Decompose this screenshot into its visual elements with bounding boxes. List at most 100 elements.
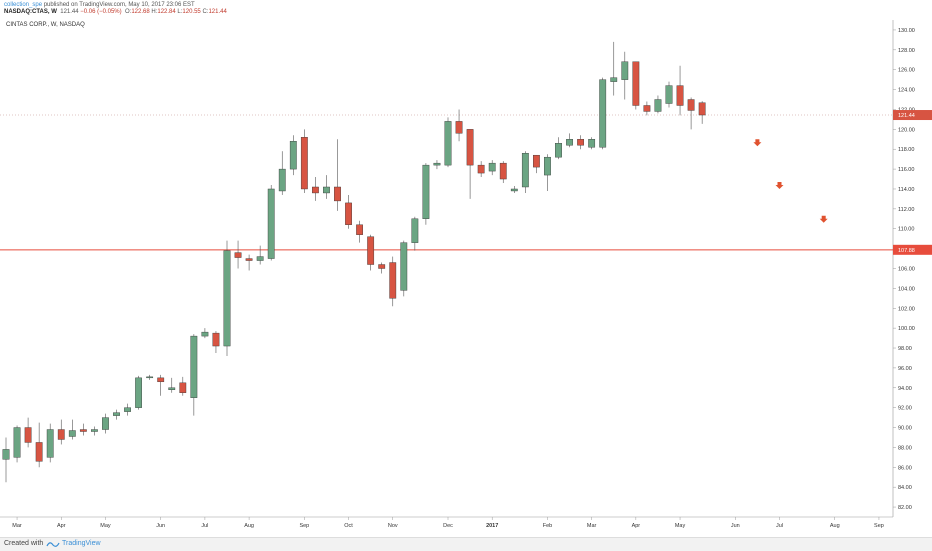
author-link[interactable]: collection_spe [4,2,43,8]
x-tick-label: Jun [731,523,740,529]
candle-body [234,252,242,258]
candle-body [79,429,87,432]
candle-body [323,186,330,194]
candle-body [632,61,640,106]
x-tick-label: Jul [201,523,208,529]
low-value: 120.55 [182,9,201,15]
candle-body [477,164,485,174]
candle-body [400,242,408,291]
x-tick-label: Apr [632,523,641,529]
y-tick-label: 106.00 [898,267,915,273]
candle-body [367,236,375,265]
y-tick-label: 102.00 [898,306,915,312]
close-value: 121.44 [208,9,227,15]
support-price-label: 107.88 [898,248,915,254]
candle-body [698,102,706,116]
x-tick-label: Feb [543,523,552,529]
candle-body [289,141,297,170]
y-tick-label: 94.00 [898,386,912,392]
candle-body [577,139,585,146]
x-tick-label: 2017 [486,523,498,529]
last-price-badge [893,110,932,121]
y-tick-label: 90.00 [898,426,912,432]
candle-body [345,202,352,225]
y-tick-label: 88.00 [898,445,912,451]
y-tick-label: 96.00 [898,366,912,372]
close-label: C: [202,9,209,15]
candle-body [267,188,275,259]
y-tick-label: 92.00 [898,406,912,412]
y-tick-label: 104.00 [898,286,915,292]
candle-body [676,85,684,106]
candle-body [24,427,32,443]
candle-body [455,121,463,134]
chart-title: CINTAS CORP., W, NASDAQ [6,22,85,28]
x-tick-label: Mar [587,523,597,529]
chart-header: collection_spe published on TradingView.… [0,0,932,20]
open-label: O: [124,9,132,15]
candle-body [510,188,518,192]
tradingview-brand-link[interactable]: TradingView [62,540,101,547]
y-tick-label: 118.00 [898,147,914,153]
x-tick-label: Sep [299,523,309,529]
candle-body [566,139,573,146]
publish-info: collection_spe published on TradingView.… [4,2,195,8]
symbol-name: NASDAQ:CTAS, W [4,9,57,15]
candle-body [256,256,264,261]
symbol-line: NASDAQ:CTAS, W 121.44 −0.06 (−0.05%) O:1… [4,9,227,15]
candle-body [68,430,76,437]
down-arrow-icon [819,215,828,223]
support-price-badge [893,244,932,255]
candle-body [13,427,21,458]
y-tick-label: 82.00 [898,505,912,511]
candlestick-chart[interactable]: 82.00 84.00 86.00 88.00 90.00 92.00 94.00 96.00… [0,20,932,537]
candle-body [444,121,452,166]
candle-body [433,162,441,166]
candle-body [113,412,120,416]
candle-body [300,137,308,190]
y-tick-label: 120.00 [898,127,915,133]
x-tick-label: Aug [244,523,254,529]
high-value: 122.84 [157,9,176,15]
candle-body [544,156,551,176]
x-tick-label: Oct [344,523,353,529]
x-tick-label: Jul [776,523,783,529]
candle-body [621,61,629,80]
candle-body [245,258,253,261]
candle-body [533,154,540,168]
candle-body [157,377,165,383]
candle-body [378,264,386,269]
open-value: 122.68 [131,9,150,15]
y-tick-label: 114.00 [898,187,914,193]
candle-body [146,376,154,379]
x-tick-label: May [100,523,111,529]
down-arrow-icon [753,139,762,147]
x-tick-label: Aug [830,523,840,529]
created-with-text: Created with [4,540,44,547]
last-price: 121.44 [60,9,79,15]
low-label: L: [177,9,183,15]
y-tick-label: 124.00 [898,88,915,94]
price-change: −0.06 (−0.05%) [80,9,122,15]
candle-body [687,99,695,111]
candle-body [135,377,142,408]
y-tick-label: 126.00 [898,68,915,74]
x-tick-label: Apr [57,523,66,529]
x-tick-label: Dec [443,523,453,529]
candle-body [278,168,286,192]
candle-body [521,152,529,188]
x-tick-label: Nov [388,523,398,529]
candle-body [312,186,319,194]
x-tick-label: May [675,523,686,529]
candle-body [2,449,10,460]
y-tick-label: 110.00 [898,227,914,233]
y-tick-label: 128.00 [898,48,915,54]
candle-body [643,105,651,112]
chart-area[interactable]: 82.00 84.00 86.00 88.00 90.00 92.00 94.00 96.00… [0,20,932,537]
candle-body [90,429,98,432]
candle-body [466,129,474,166]
candle-body [654,99,662,112]
candle-body [588,139,596,148]
candle-body [599,79,607,148]
candle-body [57,429,65,440]
